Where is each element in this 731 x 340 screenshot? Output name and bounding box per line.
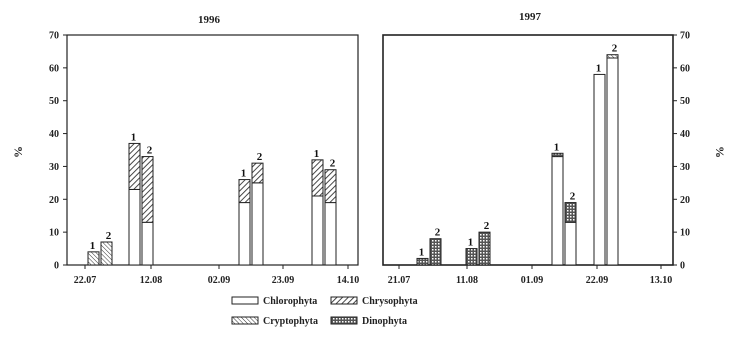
bar-segment-chrysophyta xyxy=(238,179,251,204)
x-tick-label: 22.07 xyxy=(74,275,97,286)
legend-label-dinophyta: Dinophyta xyxy=(362,316,407,327)
bar-segment-chrysophyta xyxy=(128,142,141,190)
x-tick-label: 01.09 xyxy=(521,275,544,286)
chart-panel-1996: 1996 % 0 10 20 30 40 50 60 70 22.07 12.08 02.09 23.… xyxy=(11,14,359,286)
y-tick-label: 50 xyxy=(49,96,59,107)
bar-segment-chlorophyta xyxy=(251,182,264,266)
plot-frame xyxy=(382,34,674,266)
legend-label-cryptophyta: Cryptophyta xyxy=(263,316,318,327)
x-tick-label: 12.08 xyxy=(140,275,163,286)
bar-number-label: 2 xyxy=(435,227,441,239)
bar-number-label: 1 xyxy=(131,131,137,143)
bar-segment-chlorophyta xyxy=(564,221,577,266)
y-axis-label: % xyxy=(11,146,25,158)
legend-label-chlorophyta: Chlorophyta xyxy=(263,296,317,307)
y-tick-label: 10 xyxy=(49,228,59,239)
y-tick-label: 70 xyxy=(680,31,690,42)
chart-title: 1996 xyxy=(198,14,221,26)
legend-swatch-cryptophyta xyxy=(231,316,259,325)
y-tick-label: 20 xyxy=(680,195,690,206)
bar-segment-cryptophyta xyxy=(100,241,113,266)
bar-segment-dinophyta xyxy=(416,257,429,266)
legend: Chlorophyta Chrysophyta Cryptophyta Dinophy… xyxy=(231,296,418,327)
legend-label-chrysophyta: Chrysophyta xyxy=(362,296,418,307)
y-tick-label: 70 xyxy=(49,31,59,42)
legend-swatch-dinophyta xyxy=(330,316,358,325)
y-tick-label: 0 xyxy=(54,261,59,272)
bar-segment-chrysophyta xyxy=(251,162,264,184)
bar-segment-chlorophyta xyxy=(128,188,141,266)
y-tick-label: 50 xyxy=(680,96,690,107)
bar-segment-chrysophyta xyxy=(324,169,337,204)
bar-segment-chlorophyta xyxy=(606,57,619,266)
bar-segment-cryptophyta xyxy=(606,54,619,59)
plot-frame xyxy=(66,34,359,266)
bar-segment-chlorophyta xyxy=(141,221,154,266)
bar-number-label: 2 xyxy=(612,43,618,55)
bar-segment-dinophyta xyxy=(478,231,491,266)
chart-title: 1997 xyxy=(519,11,542,23)
y-tick-label: 30 xyxy=(680,162,690,173)
y-tick-label: 0 xyxy=(680,261,685,272)
x-tick-label: 14.10 xyxy=(337,275,360,286)
x-tick-label: 11.08 xyxy=(456,275,478,286)
bar-number-label: 1 xyxy=(90,240,96,252)
bar-segment-chlorophyta xyxy=(551,156,564,266)
y-tick-label: 40 xyxy=(49,129,59,140)
x-tick-label: 21.07 xyxy=(388,275,411,286)
bar-segment-chrysophyta xyxy=(141,156,154,223)
bar-number-label: 1 xyxy=(314,148,320,160)
x-tick-label: 02.09 xyxy=(208,275,231,286)
chart-panel-1997: 1997 % 0 10 20 30 40 50 60 70 21.07 11.08 01.09 22.… xyxy=(382,11,727,286)
bar-segment-chlorophyta xyxy=(324,202,337,266)
bar-number-label: 2 xyxy=(147,145,153,157)
bar-segment-chlorophyta xyxy=(238,202,251,266)
bar-segment-cryptophyta xyxy=(87,251,100,266)
bar-number-label: 1 xyxy=(596,62,602,74)
bar-segment-dinophyta xyxy=(465,248,478,266)
legend-swatch-chlorophyta xyxy=(231,296,259,305)
y-axis-label: % xyxy=(713,146,727,158)
x-tick-label: 22.09 xyxy=(586,275,609,286)
bar-number-label: 1 xyxy=(554,141,560,153)
y-tick-label: 20 xyxy=(49,195,59,206)
bar-segment-dinophyta xyxy=(564,202,577,223)
y-tick-label: 60 xyxy=(680,63,690,74)
y-tick-label: 10 xyxy=(680,228,690,239)
y-tick-label: 40 xyxy=(680,129,690,140)
legend-swatch-chrysophyta xyxy=(330,296,358,305)
y-tick-label: 30 xyxy=(49,162,59,173)
bar-number-label: 2 xyxy=(330,158,336,170)
bar-segment-dinophyta xyxy=(429,238,442,266)
bar-segment-chrysophyta xyxy=(311,159,324,197)
bar-segment-chlorophyta xyxy=(311,195,324,266)
bar-number-label: 2 xyxy=(106,230,112,242)
bar-segment-dinophyta xyxy=(551,152,564,158)
bar-number-label: 2 xyxy=(484,220,490,232)
bar-segment-chlorophyta xyxy=(593,73,606,266)
bar-number-label: 2 xyxy=(257,151,263,163)
bar-number-label: 1 xyxy=(241,168,247,180)
bar-number-label: 2 xyxy=(570,191,576,203)
x-tick-label: 23.09 xyxy=(272,275,295,286)
y-tick-label: 60 xyxy=(49,63,59,74)
bar-number-label: 1 xyxy=(419,246,425,258)
bar-number-label: 1 xyxy=(468,237,474,249)
x-tick-label: 13.10 xyxy=(650,275,673,286)
